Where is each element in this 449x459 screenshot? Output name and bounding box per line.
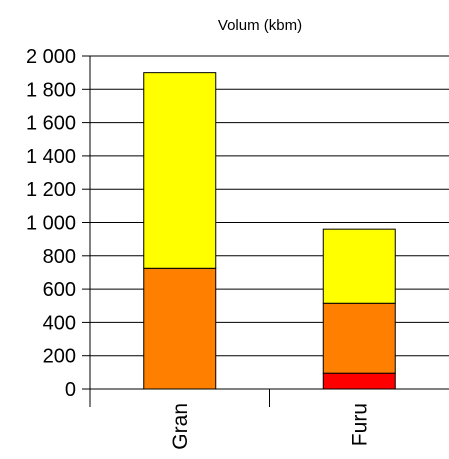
bars <box>143 72 396 390</box>
y-tick-label: 1 400 <box>26 146 76 168</box>
bar-segment <box>143 72 217 269</box>
y-tick-label: 1 200 <box>26 179 76 201</box>
y-tick-label: 1 600 <box>26 113 76 135</box>
category-label: Gran <box>169 403 192 450</box>
bar-segment <box>322 228 396 304</box>
y-tick-label: 600 <box>43 279 76 301</box>
y-tick-label: 1 800 <box>26 79 76 101</box>
bar-segment <box>143 267 217 390</box>
y-tick-label: 1 000 <box>26 213 76 235</box>
x-axis: Gran Furu <box>89 388 449 450</box>
bar-segment <box>322 372 396 390</box>
y-tick-label: 200 <box>43 346 76 368</box>
y-tick-label: 800 <box>43 246 76 268</box>
chart-title: Volum (kbm) <box>218 17 302 34</box>
y-tick-label: 0 <box>65 379 76 401</box>
bar-segment <box>322 302 396 374</box>
category-label: Furu <box>348 403 371 446</box>
y-tick-label: 2 000 <box>26 46 76 68</box>
y-tick-label: 400 <box>43 312 76 334</box>
y-axis: 0 200 400 600 800 1 000 1 200 1 400 1 600 1 800 2 … <box>26 46 91 401</box>
